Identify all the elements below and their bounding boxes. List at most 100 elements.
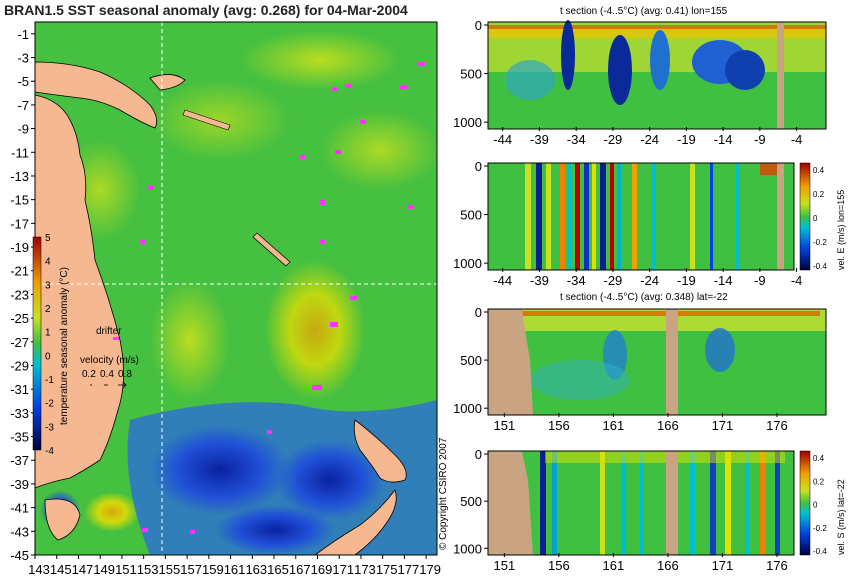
map-x-tick-label: 151 [115,562,137,577]
map-y-tick-label: -7 [17,98,29,113]
panel-x-tick-label: -19 [677,273,696,288]
velocity-colorbar-tick-label: 0.4 [813,166,825,175]
map-y-tick-label: -5 [17,74,29,89]
velocity-legend-value-2: 0.4 [100,369,114,380]
map-x-tick-label: 157 [180,562,202,577]
cold-anomaly-patch [275,440,385,520]
panel-x-tick-label: -24 [640,273,659,288]
sst-colorbar-tick-label: -3 [45,422,54,433]
drifter-markers [140,62,425,534]
panel-x-tick-label: -34 [567,273,586,288]
panel-y-tick-label: 500 [460,67,482,82]
map-x-tick-label: 145 [50,562,72,577]
map-y-tick-label: -15 [10,193,29,208]
sst-colorbar-tick-label: -1 [45,375,54,386]
panel1-y-axis: 0 500 1000 [453,18,488,130]
velocity-colorbar-tick-label: 0 [813,501,818,510]
map-x-tick-label: 163 [245,562,267,577]
drifter-legend-swatch [113,337,119,340]
warm-anomaly-patch [84,492,140,532]
cold-anomaly-patch [150,425,290,515]
panel-x-tick-label: 166 [657,418,679,433]
panel-x-tick-label: -29 [604,273,623,288]
land-australia [34,94,124,489]
panel2-y-axis: 0 500 1000 [453,159,488,271]
land-tasmania [44,498,81,541]
map-x-axis: 143 145 147 149 151 153 155 157 159 161 163 165 167 1… [28,555,441,577]
map-y-tick-label: -31 [10,382,29,397]
panel-x-tick-label: -9 [754,132,766,147]
sst-colorbar-tick-label: -2 [45,399,54,410]
drifter-legend-label: drifter [96,326,122,337]
velocity-legend-arrows [90,381,127,389]
sst-colorbar-ticks: 5 4 3 2 1 0 -1 -2 -3 -4 [45,233,54,457]
panel-x-tick-label: -39 [530,273,549,288]
land-new-caledonia [252,232,291,267]
panel-y-tick-label: 1000 [453,401,482,416]
sst-colorbar-tick-label: 4 [45,257,51,268]
map-x-tick-label: 175 [376,562,398,577]
panel-x-tick-label: 176 [766,418,788,433]
map-y-axis: -1 -3 -5 -7 -9 -11 -13 -15 -17 -19 -21 -23 -25 -27 -29… [10,27,35,563]
map-x-tick-label: 159 [202,562,224,577]
land-new-zealand-north [353,419,407,483]
velocity-colorbar-tick-label: -0.4 [813,547,827,556]
panel2-plot [487,162,795,271]
panel3-plot [487,308,827,416]
panel-x-tick-label: -14 [714,132,733,147]
panel-x-tick-label: -4 [791,132,803,147]
sst-colorbar-label: temperature seasonal anomaly (°C) [59,267,70,425]
panel-x-tick-label: -44 [493,132,512,147]
panel4-colorbar [799,450,811,556]
panel-x-tick-label: -39 [530,132,549,147]
panel-x-tick-label: 161 [603,418,625,433]
velocity-colorbar-tick-label: -0.4 [813,262,827,271]
panel-y-tick-label: 0 [475,447,482,462]
map-y-tick-label: -27 [10,335,29,350]
panel-x-tick-label: 176 [766,558,788,573]
panel1-title: t section (-4..5°C) (avg: 0.41) lon=155 [560,6,728,17]
sst-colorbar-tick-label: 0 [45,351,51,362]
map-y-tick-label: -19 [10,240,29,255]
panel-y-tick-label: 1000 [453,541,482,556]
panel-y-tick-label: 0 [475,305,482,320]
map-x-tick-label: 149 [93,562,115,577]
map-x-tick-label: 161 [224,562,246,577]
panel-y-tick-label: 0 [475,159,482,174]
map-x-tick-label: 177 [398,562,420,577]
panel2-colorbar [799,162,811,271]
map-y-tick-label: -9 [17,122,29,137]
panel-x-tick-label: -29 [604,132,623,147]
map-y-tick-label: -3 [17,51,29,66]
panel2-colorbar-label: vel. E (m/s) lon=155 [836,190,846,270]
panel-x-tick-label: 151 [494,558,516,573]
panel2-colorbar-ticks: 0.4 0.2 0 -0.2 -0.4 [813,166,827,271]
panel-x-tick-label: -44 [493,273,512,288]
panel3-y-axis: 0 500 1000 [453,305,488,416]
panel-y-tick-label: 1000 [453,256,482,271]
map-x-tick-label: 167 [289,562,311,577]
panel-x-tick-label: 161 [603,558,625,573]
sst-colorbar-tick-label: 5 [45,233,51,244]
panel1-plot [487,20,827,130]
warm-anomaly-patch [265,260,365,400]
sst-colorbar [32,236,42,451]
panel-y-tick-label: 500 [460,353,482,368]
panel4-plot [487,450,795,556]
panel-x-tick-label: 171 [712,418,734,433]
cold-anomaly-patch [215,505,335,555]
panel-y-tick-label: 500 [460,208,482,223]
map-x-tick-label: 153 [137,562,159,577]
panel4-x-axis: 151 156 161 166 171 176 [494,553,788,573]
panel-x-tick-label: -14 [714,273,733,288]
panel4-colorbar-ticks: 0.4 0.2 0 -0.2 -0.4 [813,454,827,556]
sst-colorbar-tick-label: 1 [45,328,51,339]
map-x-tick-label: 165 [267,562,289,577]
map-y-tick-label: -39 [10,477,29,492]
land-new-guinea [34,61,158,129]
map-y-tick-label: -23 [10,287,29,302]
panel-x-tick-label: 156 [548,418,570,433]
sst-colorbar-tick-label: 2 [45,304,51,315]
velocity-colorbar-tick-label: 0.4 [813,454,825,463]
